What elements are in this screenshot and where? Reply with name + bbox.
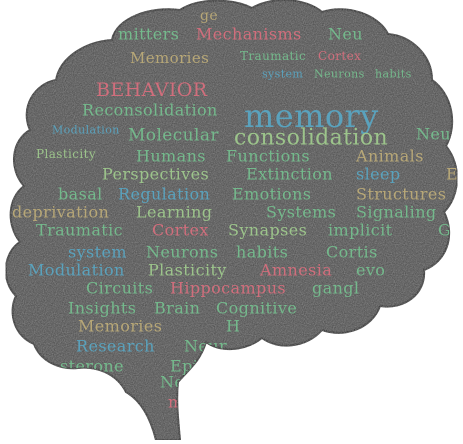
cloud-word: ms [168,393,192,412]
cloud-word: Traumatic [240,49,306,63]
cloud-word: Reconsolidation [82,101,218,120]
cloud-word: E [446,165,458,184]
cloud-word: Memories [78,317,162,336]
cloud-word: Plasticity [36,147,96,161]
cloud-word: habits [375,67,412,80]
cloud-word: Systems [266,203,336,222]
cloud-word: Insights [68,299,136,318]
cloud-word: Neurons [314,67,365,80]
cloud-word: Regulation [118,185,210,204]
cloud-word: Brain [154,299,200,318]
cloud-word: G [438,221,451,240]
cloud-word: consolidation [234,126,388,151]
cloud-word: gangl [312,279,359,298]
cloud-word: Perspectives [102,165,209,184]
cloud-word: Molecular [128,125,219,145]
cloud-word: Cortis [326,243,378,262]
brain-silhouette [4,0,459,441]
cloud-word: Cognitive [216,299,297,318]
cloud-word: Modulation [52,123,120,136]
cloud-word: Learning [136,203,212,222]
cloud-word: Signaling [356,203,437,222]
cloud-word: habits [236,243,288,262]
cloud-word: Circuits [86,279,153,298]
cloud-word: Humans [136,147,206,166]
cloud-word: Plasticity [148,261,227,280]
cloud-word: H [226,317,240,336]
cloud-word: Structures [356,185,446,204]
cloud-word: Cortex [152,221,209,240]
cloud-word: Memories [130,49,209,67]
cloud-word: Neur [416,125,459,144]
cloud-word: evo [356,261,385,280]
cloud-word: Amnesia [259,261,332,280]
cloud-word: basal [58,185,103,204]
cloud-word: Modulation [28,261,125,280]
cloud-word: BEHAVIOR [96,79,208,101]
cloud-word: Mechanisms [196,25,302,44]
cloud-word: sleep [356,165,401,184]
word-cloud-words: mitters Mechanisms Neu ge Memories Traumatic C… [12,8,459,412]
cloud-word: memory [244,97,379,135]
cloud-word: M [196,393,213,412]
cloud-word: Neurons [146,243,218,262]
cloud-word: Extinction [246,165,333,184]
cloud-word: sterone [60,357,124,376]
cloud-word: Emotions [232,185,311,204]
cloud-word: implicit [328,221,393,240]
cloud-word: system [262,67,303,80]
cloud-word: Functions [226,147,310,166]
cloud-word: Cortex [318,49,361,63]
cloud-word: mitters [118,25,179,44]
cloud-word: deprivation [12,203,109,222]
cloud-word: Hippocampus [170,279,286,298]
cloud-word: ge [200,8,218,24]
cloud-word: Traumatic [36,221,123,240]
cloud-word: Synapses [228,221,307,240]
cloud-word: system [68,243,127,262]
cloud-word: Animals [355,147,424,166]
cloud-word: Research [76,337,155,356]
cloud-word: Neu [328,25,363,44]
